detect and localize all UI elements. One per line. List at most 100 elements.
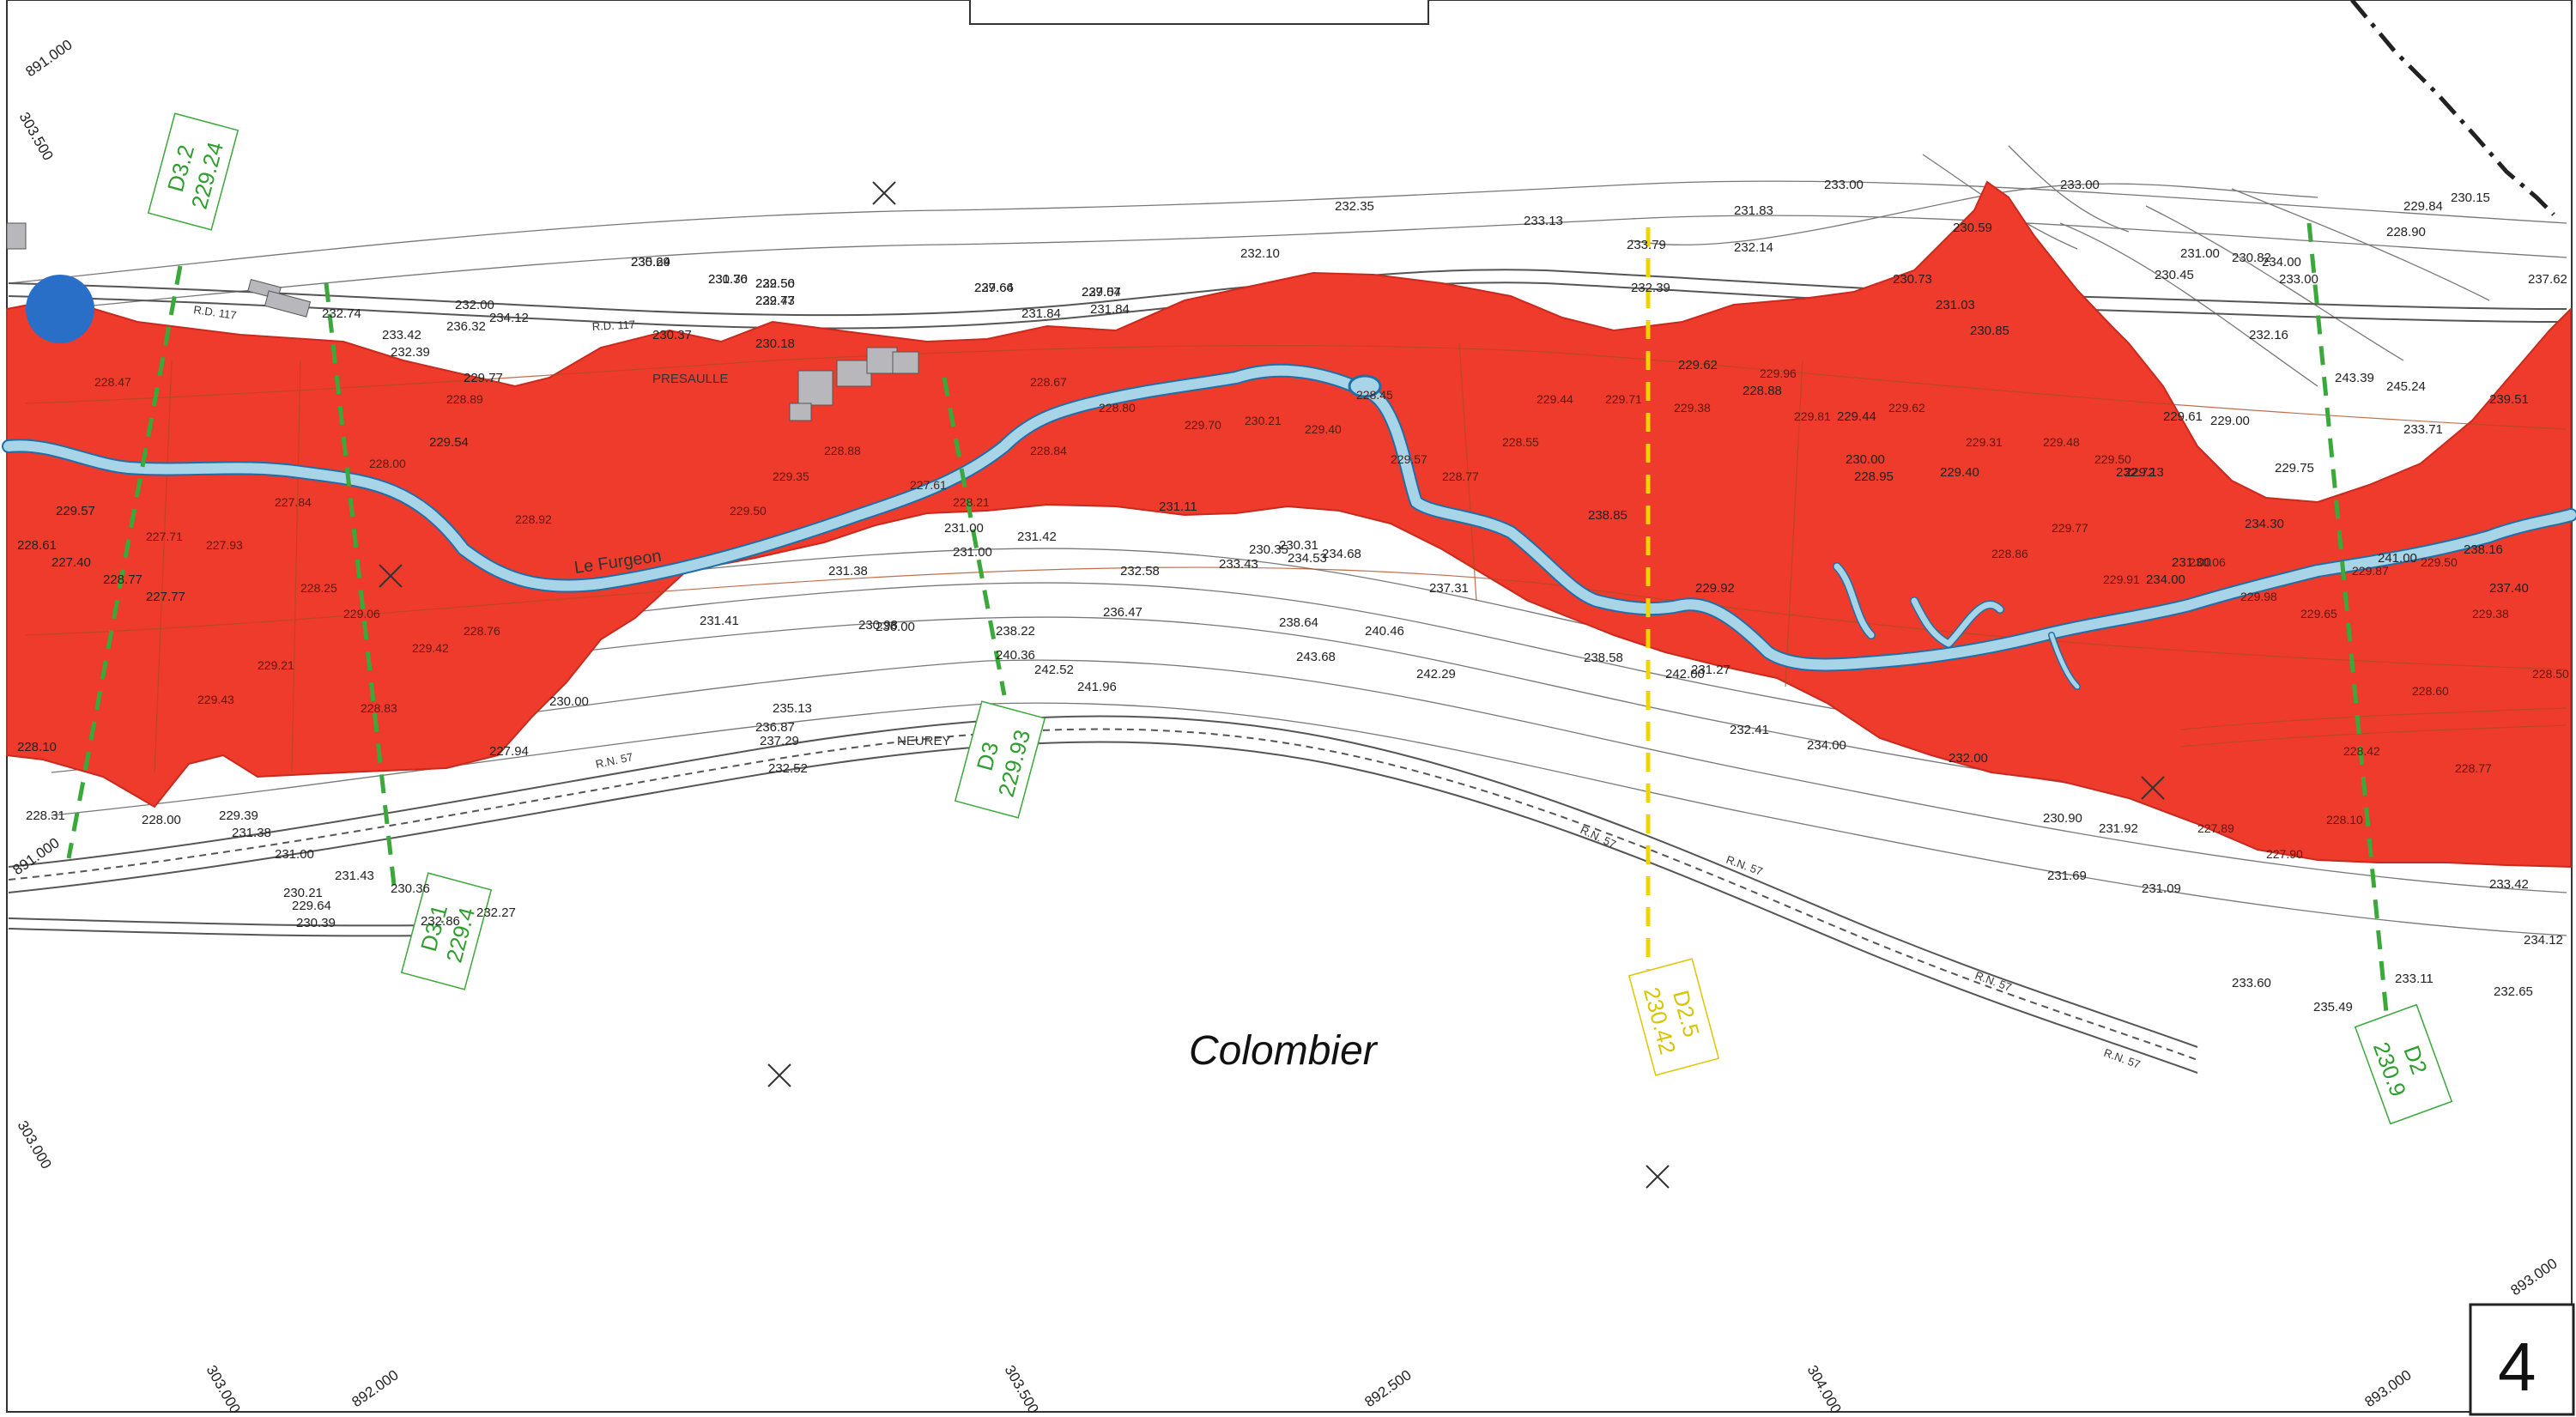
flood-elevation-label: 228.92 xyxy=(515,512,552,526)
hamlet-presaulle: PRESAULLE xyxy=(652,372,728,386)
elevation-label: 232.43 xyxy=(755,294,795,308)
elevation-label: 228.95 xyxy=(1854,469,1894,484)
elevation-labels: 230.69 231.36 232.56 232.43 237.66 237.04 232.… xyxy=(17,178,2567,1014)
elevation-label: 230.69 xyxy=(631,255,670,269)
flood-elevation-label: 229.42 xyxy=(412,641,449,655)
elevation-label: 230.39 xyxy=(296,916,336,930)
flood-elevation-label: 228.77 xyxy=(1442,469,1479,483)
flood-elevation-label: 229.71 xyxy=(1605,392,1642,406)
elevation-label: 236.00 xyxy=(876,620,915,634)
elevation-label: 230.98 xyxy=(858,618,898,633)
flood-elevation-label: 229.48 xyxy=(2043,435,2080,449)
elevation-label: 229.64 xyxy=(974,281,1014,295)
elevation-label: 234.00 xyxy=(1807,738,1846,753)
section-box xyxy=(147,112,239,231)
elevation-label: 235.24 xyxy=(631,255,670,269)
flood-contours xyxy=(25,342,2567,773)
elevation-label: 234.68 xyxy=(1322,547,1361,561)
section-label-d3: D3 229.93 xyxy=(954,700,1046,819)
coord-label: 303.000 xyxy=(203,1363,244,1417)
elevation-label: 229.40 xyxy=(1940,465,1979,480)
flood-elevation-label: 228.67 xyxy=(1030,375,1067,389)
elevation-label: 229.00 xyxy=(2210,414,2250,428)
elevation-label: 229.39 xyxy=(219,808,258,823)
elevation-label: 232.35 xyxy=(1335,199,1374,214)
section-label-d3-1: D3.1 229.4 xyxy=(400,872,493,990)
elevation-label: 237.04 xyxy=(1082,285,1121,300)
elevation-label: 239.51 xyxy=(2489,392,2529,407)
elevation-label: 232.10 xyxy=(1240,246,1280,261)
road-label: R.D. 117 xyxy=(591,318,635,333)
elevation-label: 228.90 xyxy=(2386,225,2426,239)
sheet-number: 4 xyxy=(2498,1329,2537,1405)
flood-elevation-label: 228.42 xyxy=(2343,744,2380,758)
elevation-label: 230.82 xyxy=(2232,251,2271,265)
elevation-label: 230.35 xyxy=(1249,542,1288,557)
flood-elevation-labels: 228.47 228.89 228.67 228.55 228.77 228.45 228.… xyxy=(94,366,2569,861)
flood-elevation-label: 229.62 xyxy=(1888,401,1925,415)
flood-elevation-label: 228.86 xyxy=(1991,547,2028,560)
elevation-label: 233.00 xyxy=(2060,178,2100,192)
commune-boundary xyxy=(2350,0,2555,216)
elevation-label: 236.32 xyxy=(446,319,486,334)
cross-section-lines xyxy=(66,222,2389,1014)
flood-elevation-label: 228.21 xyxy=(953,495,990,509)
flood-elevation-label: 229.38 xyxy=(2472,607,2509,621)
elevation-label: 233.42 xyxy=(2489,877,2529,892)
elevation-label: 234.12 xyxy=(489,311,529,325)
elevation-label: 234.12 xyxy=(2524,933,2563,948)
flood-elevation-label: 228.77 xyxy=(2455,761,2492,775)
elevation-label: 231.00 xyxy=(2180,246,2220,261)
coord-label: 892.000 xyxy=(349,1366,401,1410)
title-box xyxy=(969,0,1429,25)
coord-label: 893.000 xyxy=(2507,1255,2560,1299)
elevation-label: 229.92 xyxy=(1695,581,1735,596)
elevation-label: 229.75 xyxy=(2275,461,2314,475)
road-label: R.N. 57 xyxy=(1973,969,2014,994)
elevation-label: 229.44 xyxy=(1837,409,1876,424)
elevation-label: 236.87 xyxy=(755,720,795,735)
elevation-label: 237.40 xyxy=(2489,581,2529,596)
elevation-label: 238.16 xyxy=(2464,542,2503,557)
flood-elevation-label: 229.40 xyxy=(1305,422,1342,436)
river-le-furgeon xyxy=(2,363,2576,690)
section-label-d2-5: D2.5 230.42 xyxy=(1627,958,1720,1076)
elevation-label: 229.61 xyxy=(2163,409,2203,424)
coord-label: 303.500 xyxy=(16,110,57,164)
elevation-label: 233.79 xyxy=(1627,238,1666,252)
elevation-label: 237.66 xyxy=(974,281,1014,295)
flood-elevation-label: 230.06 xyxy=(2189,555,2226,569)
elevation-label: 236.47 xyxy=(1103,605,1143,620)
road-label: R.N. 57 xyxy=(1579,823,1618,851)
elevation-label: 230.90 xyxy=(2043,811,2082,826)
elevation-label: 243.68 xyxy=(1296,650,1336,664)
elevation-label: 231.92 xyxy=(2099,821,2138,836)
flood-elevation-label: 229.21 xyxy=(258,658,294,672)
flood-elevation-label: 229.50 xyxy=(2421,555,2458,569)
pond-blue xyxy=(26,275,94,343)
elevation-label: 237.31 xyxy=(1429,581,1469,596)
coord-label: 891.000 xyxy=(9,834,62,878)
flood-elevation-label: 228.76 xyxy=(464,624,500,638)
flood-elevation-label: 229.43 xyxy=(197,693,234,706)
section-box xyxy=(2354,1003,2453,1125)
elevation-label: 232.41 xyxy=(1730,723,1769,737)
elevation-label: 233.43 xyxy=(1219,557,1258,572)
road-label: R.N. 57 xyxy=(1724,853,1765,878)
flood-elevation-label: 229.44 xyxy=(1537,392,1573,406)
elevation-label: 233.00 xyxy=(2279,272,2318,287)
elevation-label: 231.00 xyxy=(944,521,984,536)
elevation-label: 231.83 xyxy=(1734,203,1773,218)
pond xyxy=(1348,374,1382,398)
flood-elevation-label: 228.00 xyxy=(369,457,406,470)
flood-elevation-label: 229.77 xyxy=(2052,521,2088,535)
flood-elevation-label: 228.88 xyxy=(824,444,861,457)
section-d2-line xyxy=(2306,222,2389,1014)
elevation-label: 231.00 xyxy=(275,847,314,862)
elevation-label: 238.58 xyxy=(1584,651,1623,665)
road-label: R.D. 117 xyxy=(193,303,238,322)
elevation-label: 232.52 xyxy=(768,761,808,776)
section-box xyxy=(1627,958,1720,1076)
elevation-label: 233.42 xyxy=(382,328,421,342)
